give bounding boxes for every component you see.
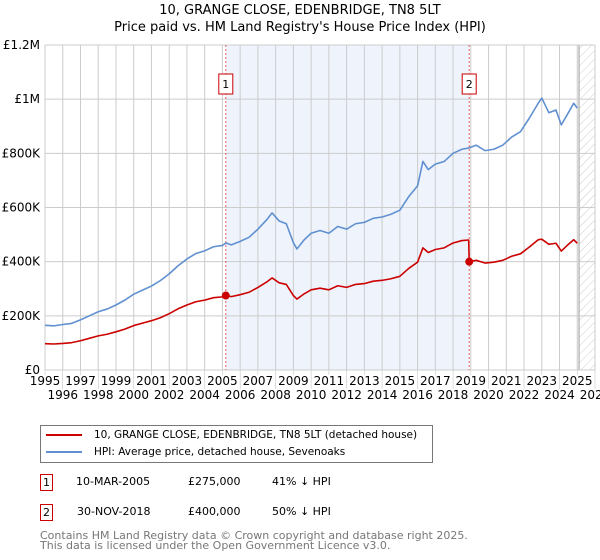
x-tick-label: 2008 bbox=[260, 388, 291, 402]
chart-title: Price paid vs. HM Land Registry's House … bbox=[114, 20, 486, 35]
footer: Contains HM Land Registry data © Crown c… bbox=[40, 529, 468, 552]
sale-point bbox=[221, 291, 230, 300]
sale-hpi-delta: 50% ↓ HPI bbox=[272, 505, 331, 518]
sale-row: 1 10-MAR-2005 £275,000 41% ↓ HPI bbox=[40, 474, 400, 492]
sale-marker: 2 bbox=[40, 504, 53, 521]
sale-label-box: 2 bbox=[461, 73, 477, 95]
sale-label-box: 1 bbox=[218, 73, 234, 95]
x-tick-label: 2017 bbox=[420, 374, 451, 388]
y-tick-label: £400K bbox=[2, 255, 42, 269]
sale-marker: 1 bbox=[40, 474, 53, 491]
x-tick-label: 2012 bbox=[331, 388, 362, 402]
x-tick-label: 2013 bbox=[349, 374, 380, 388]
property-price-line bbox=[44, 238, 578, 345]
legend-swatch-hpi bbox=[46, 451, 82, 453]
sale-point bbox=[465, 257, 474, 266]
x-tick-label: 2025 bbox=[562, 374, 593, 388]
y-tick-label: £600K bbox=[2, 201, 42, 215]
x-tick-label: 2019 bbox=[456, 374, 487, 388]
sale-hpi-delta: 41% ↓ HPI bbox=[272, 475, 331, 488]
x-tick-label: 2018 bbox=[438, 388, 469, 402]
x-tick-label: 2002 bbox=[154, 388, 185, 402]
legend-label-hpi: HPI: Average price, detached house, Seve… bbox=[94, 446, 346, 458]
sale-label-border bbox=[461, 73, 477, 95]
x-tick-label: 2001 bbox=[136, 374, 167, 388]
sale-price: £275,000 bbox=[188, 475, 241, 488]
x-tick-label: 2007 bbox=[243, 374, 274, 388]
x-tick-label: 2000 bbox=[118, 388, 149, 402]
x-tick-label: 2022 bbox=[509, 388, 540, 402]
x-tick-label: 2020 bbox=[473, 388, 504, 402]
footer-licence: This data is licensed under the Open Gov… bbox=[40, 539, 391, 552]
y-tick-label: £800K bbox=[2, 146, 42, 160]
x-tick-label: 2015 bbox=[385, 374, 416, 388]
x-tick-label: 2021 bbox=[491, 374, 522, 388]
sale-label: 2 bbox=[466, 78, 473, 91]
legend-item-hpi: HPI: Average price, detached house, Seve… bbox=[46, 446, 345, 458]
x-tick-label: 2010 bbox=[296, 388, 327, 402]
legend: 10, GRANGE CLOSE, EDENBRIDGE, TN8 5LT (d… bbox=[40, 425, 433, 463]
sale-label: 1 bbox=[222, 78, 229, 91]
sale-date: 10-MAR-2005 bbox=[76, 475, 151, 488]
footer-copyright: Contains HM Land Registry data © Crown c… bbox=[40, 529, 468, 542]
x-tick-label: 2011 bbox=[314, 374, 345, 388]
x-tick-label: 1998 bbox=[83, 388, 114, 402]
x-tick-label: 2024 bbox=[544, 388, 575, 402]
legend-item-property: 10, GRANGE CLOSE, EDENBRIDGE, TN8 5LT (d… bbox=[46, 429, 417, 441]
chart-title-address: 10, GRANGE CLOSE, EDENBRIDGE, TN8 5LT bbox=[159, 3, 441, 18]
y-tick-label: £0 bbox=[25, 363, 40, 377]
x-tick-label: 1999 bbox=[101, 374, 132, 388]
sale-label-border bbox=[218, 73, 234, 95]
y-tick-label: £1.2M bbox=[3, 38, 40, 52]
y-tick-label: £200K bbox=[2, 309, 42, 323]
x-tick-label: 1995 bbox=[30, 374, 61, 388]
x-tick-label: 2014 bbox=[367, 388, 398, 402]
x-tick-label: 2009 bbox=[278, 374, 309, 388]
sale-row: 2 30-NOV-2018 £400,000 50% ↓ HPI bbox=[40, 504, 400, 522]
x-tick-label: 2005 bbox=[207, 374, 238, 388]
y-tick-label: £1M bbox=[14, 92, 40, 106]
x-tick-label: 2003 bbox=[172, 374, 203, 388]
x-tick-label: 2016 bbox=[402, 388, 433, 402]
x-tick-label: 1997 bbox=[65, 374, 96, 388]
legend-swatch-property bbox=[46, 434, 82, 436]
x-tick-label: 2023 bbox=[527, 374, 558, 388]
hpi-line bbox=[44, 97, 578, 327]
x-tick-label: 2006 bbox=[225, 388, 256, 402]
price-chart: 1995199619971998199920002001200220032004… bbox=[2, 38, 600, 402]
x-tick-label: 2004 bbox=[189, 388, 220, 402]
x-tick-label: 2026 bbox=[580, 388, 600, 402]
sale-date: 30-NOV-2018 bbox=[77, 505, 151, 518]
x-tick-label: 1996 bbox=[47, 388, 78, 402]
legend-label-property: 10, GRANGE CLOSE, EDENBRIDGE, TN8 5LT (d… bbox=[94, 429, 418, 441]
sale-price: £400,000 bbox=[188, 505, 241, 518]
